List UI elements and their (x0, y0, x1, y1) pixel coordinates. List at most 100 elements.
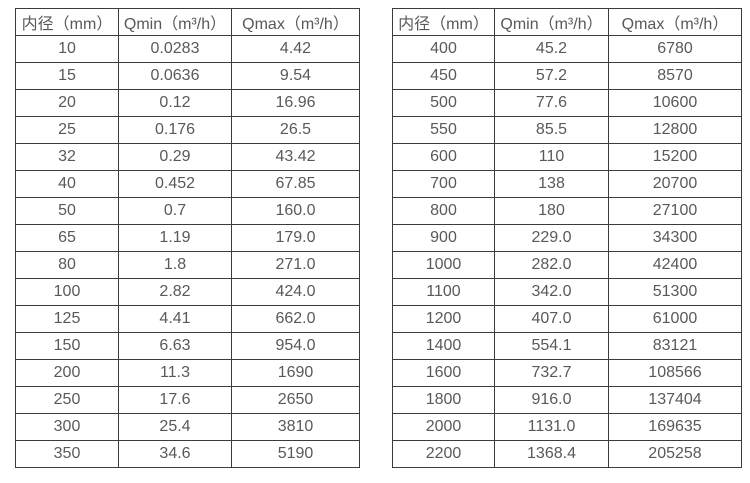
table-cell: 200 (15, 359, 119, 387)
table-cell: 1131.0 (494, 413, 609, 441)
table-cell: 10600 (608, 89, 742, 117)
table-cell: 138 (494, 170, 609, 198)
table-cell: 550 (392, 116, 495, 144)
table-cell: 3810 (231, 413, 360, 441)
table-cell: 10 (15, 35, 119, 63)
table-cell: 61000 (608, 305, 742, 333)
table-row: 450 57.2 8570 (392, 62, 742, 90)
table-cell: 407.0 (494, 305, 609, 333)
table-cell: 110 (494, 143, 609, 171)
table-cell: 65 (15, 224, 119, 252)
table-cell: 1.8 (118, 251, 232, 279)
header-row: 内径（mm） Qmin（m³/h） Qmax（m³/h） (392, 8, 742, 36)
table-row: 15 0.0636 9.54 (15, 62, 360, 90)
table-row: 80 1.8 271.0 (15, 251, 360, 279)
table-cell: 1100 (392, 278, 495, 306)
table-row: 2000 1131.0 169635 (392, 413, 742, 441)
table-cell: 916.0 (494, 386, 609, 414)
table-cell: 350 (15, 440, 119, 468)
table-cell: 179.0 (231, 224, 360, 252)
table-cell: 57.2 (494, 62, 609, 90)
table-row: 40 0.452 67.85 (15, 170, 360, 198)
table-cell: 25 (15, 116, 119, 144)
table-cell: 1000 (392, 251, 495, 279)
table-cell: 1400 (392, 332, 495, 360)
column-header-qmin: Qmin（m³/h） (118, 8, 232, 36)
table-cell: 600 (392, 143, 495, 171)
table-cell: 51300 (608, 278, 742, 306)
table-cell: 150 (15, 332, 119, 360)
table-cell: 40 (15, 170, 119, 198)
table-cell: 27100 (608, 197, 742, 225)
table-cell: 0.0636 (118, 62, 232, 90)
table-cell: 6780 (608, 35, 742, 63)
table-row: 1200 407.0 61000 (392, 305, 742, 333)
table-cell: 554.1 (494, 332, 609, 360)
table-row: 1600 732.7 108566 (392, 359, 742, 387)
table-cell: 45.2 (494, 35, 609, 63)
table-cell: 9.54 (231, 62, 360, 90)
table-cell: 20700 (608, 170, 742, 198)
table-cell: 34300 (608, 224, 742, 252)
table-cell: 77.6 (494, 89, 609, 117)
table-cell: 180 (494, 197, 609, 225)
table-row: 2200 1368.4 205258 (392, 440, 742, 468)
table-cell: 229.0 (494, 224, 609, 252)
table-cell: 50 (15, 197, 119, 225)
table-cell: 0.176 (118, 116, 232, 144)
column-header-qmax: Qmax（m³/h） (608, 8, 742, 36)
table-cell: 83121 (608, 332, 742, 360)
table-cell: 271.0 (231, 251, 360, 279)
flow-spec-table-large-diameters: 内径（mm） Qmin（m³/h） Qmax（m³/h） 400 45.2 6780… (392, 8, 742, 468)
table-cell: 67.85 (231, 170, 360, 198)
table-row: 550 85.5 12800 (392, 116, 742, 144)
table-cell: 2200 (392, 440, 495, 468)
table-cell: 26.5 (231, 116, 360, 144)
table-row: 65 1.19 179.0 (15, 224, 360, 252)
table-cell: 6.63 (118, 332, 232, 360)
table-cell: 32 (15, 143, 119, 171)
table-cell: 250 (15, 386, 119, 414)
table-cell: 450 (392, 62, 495, 90)
table-cell: 1690 (231, 359, 360, 387)
table-cell: 160.0 (231, 197, 360, 225)
table-cell: 100 (15, 278, 119, 306)
table-row: 150 6.63 954.0 (15, 332, 360, 360)
column-header-qmax: Qmax（m³/h） (231, 8, 360, 36)
table-cell: 169635 (608, 413, 742, 441)
table-cell: 954.0 (231, 332, 360, 360)
table-row: 25 0.176 26.5 (15, 116, 360, 144)
table-cell: 12800 (608, 116, 742, 144)
table-row: 32 0.29 43.42 (15, 143, 360, 171)
table-row: 125 4.41 662.0 (15, 305, 360, 333)
table-row: 250 17.6 2650 (15, 386, 360, 414)
table-cell: 137404 (608, 386, 742, 414)
table-cell: 0.29 (118, 143, 232, 171)
table-cell: 5190 (231, 440, 360, 468)
table-cell: 11.3 (118, 359, 232, 387)
table-cell: 15 (15, 62, 119, 90)
table-cell: 662.0 (231, 305, 360, 333)
table-row: 1100 342.0 51300 (392, 278, 742, 306)
table-row: 1400 554.1 83121 (392, 332, 742, 360)
table-cell: 25.4 (118, 413, 232, 441)
table-cell: 2650 (231, 386, 360, 414)
table-row: 20 0.12 16.96 (15, 89, 360, 117)
table-row: 350 34.6 5190 (15, 440, 360, 468)
table-row: 900 229.0 34300 (392, 224, 742, 252)
table-cell: 108566 (608, 359, 742, 387)
table-row: 1800 916.0 137404 (392, 386, 742, 414)
table-cell: 732.7 (494, 359, 609, 387)
table-row: 400 45.2 6780 (392, 35, 742, 63)
table-row: 1000 282.0 42400 (392, 251, 742, 279)
column-header-diameter: 内径（mm） (15, 8, 119, 36)
table-cell: 4.42 (231, 35, 360, 63)
table-cell: 4.41 (118, 305, 232, 333)
table-row: 200 11.3 1690 (15, 359, 360, 387)
table-cell: 1600 (392, 359, 495, 387)
table-cell: 0.0283 (118, 35, 232, 63)
table-cell: 700 (392, 170, 495, 198)
table-cell: 1368.4 (494, 440, 609, 468)
table-row: 700 138 20700 (392, 170, 742, 198)
table-cell: 125 (15, 305, 119, 333)
